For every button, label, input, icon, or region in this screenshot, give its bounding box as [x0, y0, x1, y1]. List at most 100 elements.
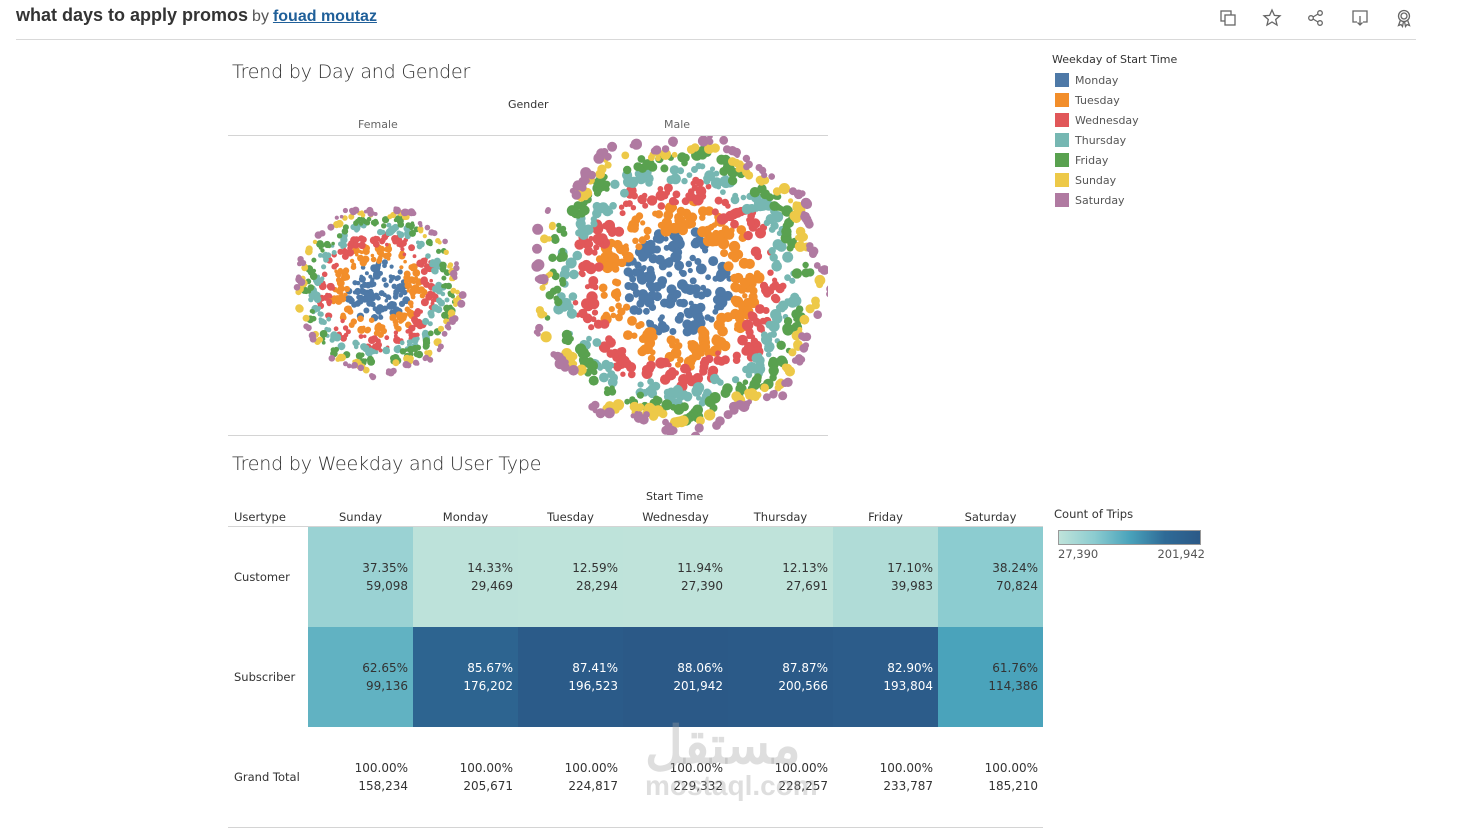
legend-item-monday[interactable]: Monday — [1052, 70, 1177, 90]
bubble-tuesday[interactable] — [399, 312, 404, 317]
bubble-thursday[interactable] — [428, 312, 435, 319]
bubble-thursday[interactable] — [716, 184, 722, 190]
bubble-friday[interactable] — [623, 165, 632, 175]
bubble-sunday[interactable] — [744, 388, 752, 397]
bubble-tuesday[interactable] — [631, 332, 638, 339]
bubble-tuesday[interactable] — [384, 245, 393, 253]
bubble-thursday[interactable] — [695, 162, 702, 170]
bubble-monday[interactable] — [387, 295, 392, 300]
bubble-saturday[interactable] — [572, 180, 584, 191]
bubble-wednesday[interactable] — [606, 349, 616, 358]
bubble-monday[interactable] — [682, 327, 692, 337]
bubble-wednesday[interactable] — [598, 341, 611, 353]
bubble-friday[interactable] — [604, 386, 610, 392]
bubble-thursday[interactable] — [435, 281, 443, 289]
bubble-sunday[interactable] — [435, 338, 442, 345]
bubble-friday[interactable] — [545, 290, 555, 300]
bubble-wednesday[interactable] — [730, 219, 739, 229]
bubble-sunday[interactable] — [335, 356, 341, 362]
bubble-friday[interactable] — [359, 216, 366, 223]
bubble-monday[interactable] — [366, 290, 375, 298]
bubble-tuesday[interactable] — [700, 343, 710, 353]
bubble-saturday[interactable] — [723, 410, 733, 420]
bubble-thursday[interactable] — [647, 378, 654, 385]
bubble-monday[interactable] — [397, 283, 403, 289]
bubble-wednesday[interactable] — [695, 186, 707, 197]
bubble-friday[interactable] — [428, 241, 433, 247]
heatmap-cell[interactable]: 11.94% 27,390 — [623, 527, 728, 627]
bubble-tuesday[interactable] — [339, 291, 344, 296]
bubble-friday[interactable] — [560, 225, 567, 232]
bubble-thursday[interactable] — [710, 377, 718, 385]
bubble-tuesday[interactable] — [393, 322, 399, 328]
bubble-tuesday[interactable] — [704, 206, 714, 216]
bubble-sunday[interactable] — [695, 416, 705, 426]
bubble-friday[interactable] — [307, 268, 315, 276]
bubble-friday[interactable] — [787, 238, 798, 249]
bubble-saturday[interactable] — [334, 215, 339, 220]
bubble-saturday[interactable] — [595, 408, 606, 419]
bubble-wednesday[interactable] — [574, 239, 585, 250]
bubble-monday[interactable] — [646, 319, 652, 325]
bubble-tuesday[interactable] — [617, 258, 627, 268]
bubble-tuesday[interactable] — [623, 243, 629, 249]
bubble-sunday[interactable] — [455, 289, 460, 295]
bubble-saturday[interactable] — [373, 212, 378, 216]
bubble-friday[interactable] — [441, 283, 446, 289]
bubble-thursday[interactable] — [553, 304, 564, 315]
duplicate-icon[interactable] — [1216, 6, 1240, 30]
bubble-tuesday[interactable] — [637, 321, 645, 328]
bubble-saturday[interactable] — [740, 403, 747, 411]
bubble-friday[interactable] — [660, 164, 669, 173]
bubble-wednesday[interactable] — [408, 324, 416, 332]
bubble-saturday[interactable] — [446, 325, 452, 331]
bubble-friday[interactable] — [642, 159, 654, 170]
heatmap-cell[interactable]: 37.35% 59,098 — [308, 527, 413, 627]
bubble-sunday[interactable] — [660, 148, 671, 160]
bubble-wednesday[interactable] — [642, 364, 652, 375]
bubble-friday[interactable] — [782, 324, 794, 336]
bubble-tuesday[interactable] — [623, 330, 633, 340]
bubble-sunday[interactable] — [418, 228, 424, 234]
bubble-tuesday[interactable] — [410, 294, 416, 300]
bubble-tuesday[interactable] — [357, 325, 366, 334]
bubble-wednesday[interactable] — [606, 221, 614, 230]
bubble-saturday[interactable] — [743, 163, 751, 171]
bubble-sunday[interactable] — [437, 240, 442, 245]
bubble-thursday[interactable] — [360, 343, 368, 351]
bubble-friday[interactable] — [783, 317, 793, 326]
bubble-saturday[interactable] — [670, 140, 677, 147]
bubble-friday[interactable] — [409, 225, 414, 231]
bubble-thursday[interactable] — [607, 377, 618, 388]
bubble-saturday[interactable] — [458, 292, 464, 298]
bubble-sunday[interactable] — [312, 239, 318, 245]
bubble-saturday[interactable] — [339, 214, 344, 219]
legend-item-sunday[interactable]: Sunday — [1052, 170, 1177, 190]
bubble-wednesday[interactable] — [372, 343, 378, 349]
bubble-sunday[interactable] — [690, 143, 700, 152]
bubble-sunday[interactable] — [799, 314, 810, 325]
bubble-sunday[interactable] — [546, 236, 552, 242]
bubble-wednesday[interactable] — [588, 276, 599, 286]
bubble-tuesday[interactable] — [359, 250, 364, 255]
bubble-tuesday[interactable] — [370, 256, 377, 263]
bubble-friday[interactable] — [436, 248, 442, 254]
bubble-saturday[interactable] — [569, 187, 576, 194]
bubble-saturday[interactable] — [742, 154, 751, 163]
bubble-tuesday[interactable] — [720, 249, 729, 258]
bubble-tuesday[interactable] — [647, 354, 656, 363]
bubble-thursday[interactable] — [429, 261, 436, 268]
bubble-tuesday[interactable] — [420, 293, 425, 298]
bubble-thursday[interactable] — [318, 317, 323, 321]
bubble-thursday[interactable] — [794, 298, 801, 305]
bubble-sunday[interactable] — [788, 348, 797, 357]
bubble-saturday[interactable] — [806, 246, 813, 253]
bubble-tuesday[interactable] — [411, 279, 416, 285]
bubble-monday[interactable] — [645, 272, 657, 283]
bubble-friday[interactable] — [553, 295, 560, 302]
bubble-wednesday[interactable] — [325, 292, 329, 297]
bubble-tuesday[interactable] — [745, 272, 755, 283]
bubble-thursday[interactable] — [337, 342, 346, 351]
bubble-saturday[interactable] — [798, 332, 806, 340]
bubble-monday[interactable] — [378, 315, 384, 320]
